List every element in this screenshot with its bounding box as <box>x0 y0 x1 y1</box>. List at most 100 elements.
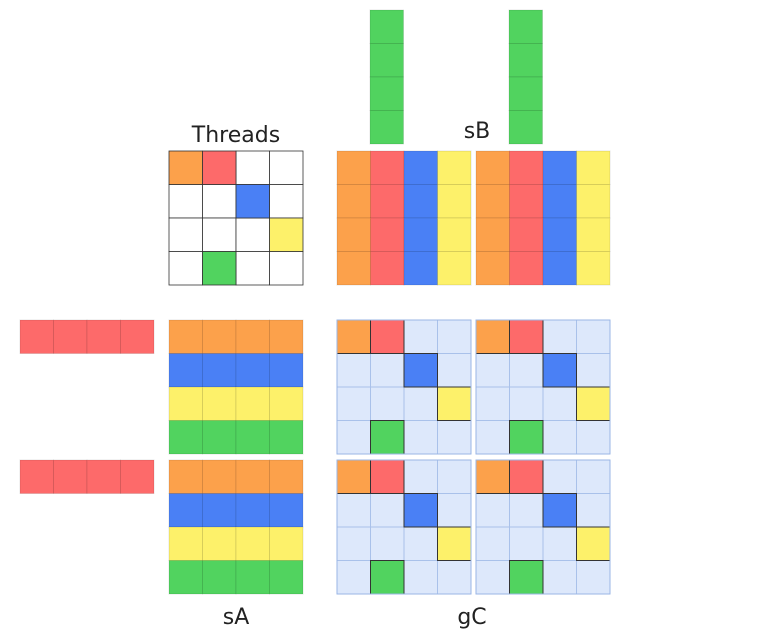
sa-tile-2-cell-orange <box>168 459 203 494</box>
threads-grid-cell-white <box>168 184 203 219</box>
sb-tile-1-cell-yellow <box>437 150 472 185</box>
gc-tile-2-2-cell-red <box>509 459 544 494</box>
gc-label: gC <box>457 605 486 630</box>
sb-tile-1-cell-orange <box>336 150 371 185</box>
gc-tile-1-2-cell-light <box>475 353 510 388</box>
gc-tile-2-2-cell-light <box>509 526 544 561</box>
gc-tile-1-1-cell-yellow <box>437 386 472 421</box>
gc-tile-2-1-cell-light <box>336 493 371 528</box>
sb-column-slice-2-cell-green <box>508 76 543 111</box>
sb-tile-1-cell-orange <box>336 251 371 286</box>
gc-tile-2-2-cell-green <box>509 560 544 595</box>
gc-tile-2-1-cell-light <box>403 560 438 595</box>
sa-tile-1-cell-green <box>235 420 270 455</box>
gc-tile-1-2-cell-orange <box>475 319 510 354</box>
gc-tile-1-2-cell-light <box>475 420 510 455</box>
gc-tile-2-1-cell-blue <box>403 493 438 528</box>
threads-grid-cell-white <box>269 251 304 286</box>
sb-column-slice-1-cell-green <box>369 43 404 78</box>
threads-grid-cell-white <box>202 217 237 252</box>
gc-tile-2-1-cell-light <box>437 560 472 595</box>
sb-tile-1-cell-red <box>370 251 405 286</box>
sa-row-slice-1 <box>19 319 155 354</box>
threads-grid <box>168 150 304 286</box>
sb-tile-2-cell-yellow <box>576 217 611 252</box>
gc-tile-1-2-cell-light <box>509 386 544 421</box>
sb-tile-2-cell-orange <box>475 217 510 252</box>
sa-tile-2-cell-blue <box>168 493 203 528</box>
sa-row-slice-2-cell-red <box>120 459 155 494</box>
gc-tile-1-1-cell-light <box>437 319 472 354</box>
gc-tile-1-2-cell-light <box>576 353 611 388</box>
sb-column-slice-2-cell-green <box>508 43 543 78</box>
gc-tile-1-1-cell-light <box>336 420 371 455</box>
sb-tile-1-cell-red <box>370 150 405 185</box>
sa-row-slice-1-cell-red <box>53 319 88 354</box>
sb-tile-1-cell-orange <box>336 217 371 252</box>
gc-tile-2-1-cell-orange <box>336 459 371 494</box>
gc-tile-2-1-cell-light <box>437 493 472 528</box>
gc-tile-2-1-cell-light <box>370 526 405 561</box>
sb-tile-2-cell-orange <box>475 251 510 286</box>
gc-tile-2-2-cell-light <box>576 459 611 494</box>
sa-tile-2-cell-blue <box>235 493 270 528</box>
gc-tile-1-1-border <box>336 319 472 455</box>
threads-label: Threads <box>191 123 280 148</box>
sb-column-slice-2-cell-green <box>508 9 543 44</box>
sb-tile-2-cell-yellow <box>576 184 611 219</box>
sa-row-slice-2-cell-red <box>19 459 54 494</box>
threads-grid-cell-white <box>168 251 203 286</box>
gc-tile-2-1-cell-green <box>370 560 405 595</box>
gc-tile-2-2-cell-light <box>475 560 510 595</box>
threads-grid-cell-orange <box>168 150 203 185</box>
threads-grid-cell-white <box>202 184 237 219</box>
gc-tile-2-1-cell-light <box>370 493 405 528</box>
gc-tile-1-1-cell-light <box>370 386 405 421</box>
gc-tile-2-1-cell-light <box>403 459 438 494</box>
threads-grid-cell-red <box>202 150 237 185</box>
sa-tile-2-cell-orange <box>269 459 304 494</box>
sb-tile-2-cell-orange <box>475 150 510 185</box>
gc-tile-1-2-cell-light <box>542 386 577 421</box>
sb-tile-2-cell-red <box>509 251 544 286</box>
sa-tile-1-cell-blue <box>269 353 304 388</box>
gc-tile-1-1-cell-light <box>403 319 438 354</box>
gc-tile-1-1-cell-light <box>403 420 438 455</box>
sb-tile-2-cell-yellow <box>576 150 611 185</box>
gc-tile-2-2-cell-light <box>475 493 510 528</box>
gc-tile-2-2-cell-light <box>576 560 611 595</box>
sa-row-slice-2-cell-red <box>53 459 88 494</box>
gc-tile-2-2 <box>475 459 611 595</box>
sa-tile-2-cell-green <box>202 560 237 595</box>
sb-label: sB <box>464 119 491 144</box>
sa-tile-2 <box>168 459 304 595</box>
threads-grid-cell-white <box>269 184 304 219</box>
sa-tile-1-cell-green <box>168 420 203 455</box>
gc-tile-1-2 <box>475 319 611 455</box>
gc-tile-1-1-cell-light <box>336 386 371 421</box>
gc-tile-2-1-cell-light <box>336 560 371 595</box>
sb-tile-2-cell-blue <box>542 217 577 252</box>
sa-tile-1-cell-blue <box>168 353 203 388</box>
sa-tile-1 <box>168 319 304 455</box>
sa-tile-2-cell-green <box>269 560 304 595</box>
gc-tile-1-2-cell-light <box>475 386 510 421</box>
sb-tile-1-cell-blue <box>403 251 438 286</box>
sb-tile-1-cell-blue <box>403 217 438 252</box>
sb-tile-1-cell-red <box>370 184 405 219</box>
gc-tile-1-2-cell-green <box>509 420 544 455</box>
sa-tile-1-cell-orange <box>202 319 237 354</box>
gc-tile-2-2-cell-yellow <box>576 526 611 561</box>
sb-tile-2 <box>475 150 611 286</box>
gc-tile-2-2-cell-light <box>576 493 611 528</box>
gc-tile-2-1-border <box>336 459 472 595</box>
sb-tile-1-cell-yellow <box>437 217 472 252</box>
gc-tile-2-1 <box>336 459 472 595</box>
sa-row-slice-2-cell-red <box>86 459 121 494</box>
sa-tile-2-cell-orange <box>202 459 237 494</box>
gc-tile-1-2-cell-light <box>542 319 577 354</box>
sb-column-slice-1 <box>369 9 404 145</box>
gc-tile-1-2-border <box>475 319 611 455</box>
sb-tile-1-cell-yellow <box>437 184 472 219</box>
